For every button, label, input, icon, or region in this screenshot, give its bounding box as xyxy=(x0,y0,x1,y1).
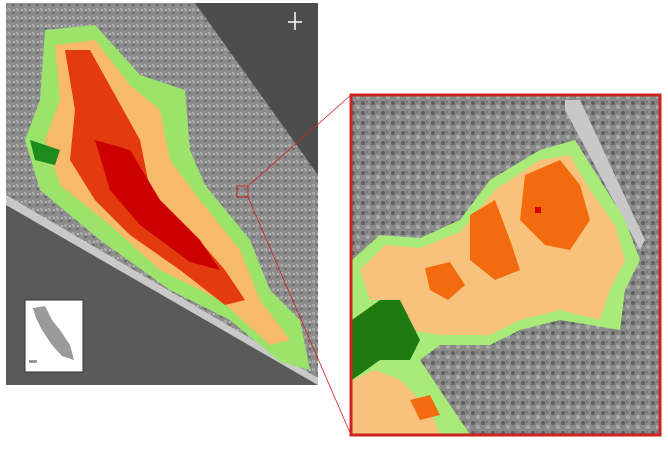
zoom-frame xyxy=(349,93,662,437)
zoom-locator xyxy=(236,185,249,198)
zoom-class-forest xyxy=(352,300,420,380)
class-high xyxy=(65,50,245,305)
zoom-class-high xyxy=(470,200,520,280)
inset-legend-key xyxy=(29,360,37,363)
beach xyxy=(6,195,318,385)
zoom-class-high xyxy=(425,262,465,300)
road xyxy=(565,100,645,250)
zoom-class-very-high xyxy=(535,207,541,213)
zoom-class-high xyxy=(410,395,440,420)
locator-inset xyxy=(24,299,84,373)
class-forest xyxy=(30,140,60,165)
class-very-high xyxy=(95,140,220,270)
overview-map xyxy=(6,3,318,385)
zoom-class-medium xyxy=(352,370,440,434)
zoom-panel xyxy=(349,93,662,437)
inset-region xyxy=(33,306,74,360)
zoom-class-high xyxy=(520,160,590,250)
connector-line xyxy=(247,94,352,187)
connector-line xyxy=(247,196,352,436)
